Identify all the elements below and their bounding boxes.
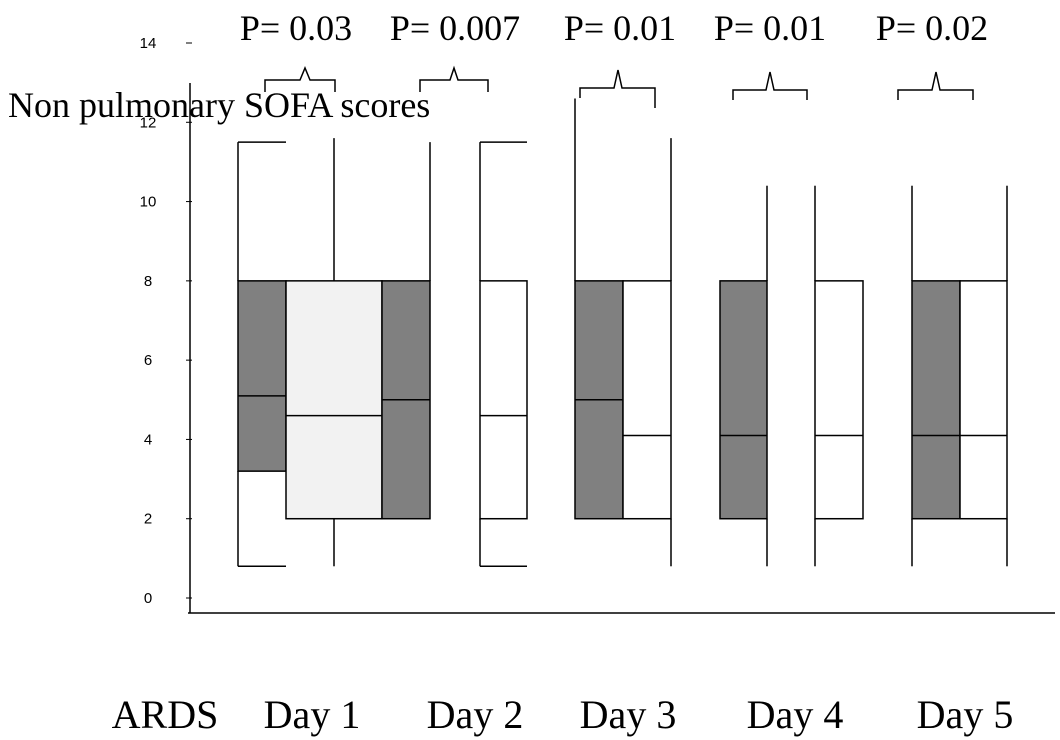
annotation: P= 0.01 xyxy=(564,8,676,48)
y-tick-label: 14 xyxy=(140,35,157,52)
chart-title: Non pulmonary SOFA scores xyxy=(8,85,430,125)
annotation: P= 0.02 xyxy=(876,8,988,48)
box xyxy=(622,280,672,520)
braces xyxy=(264,65,974,108)
y-tick-label: 2 xyxy=(144,511,152,528)
x-tick-label: ARDS xyxy=(112,692,219,737)
y-tick-label: 6 xyxy=(144,352,152,369)
x-tick-label: Day 1 xyxy=(264,692,361,737)
y-tick-label: 4 xyxy=(144,431,152,448)
x-tick-label: Day 3 xyxy=(580,692,677,737)
annotation: P= 0.007 xyxy=(390,8,520,48)
x-tick-label: Day 4 xyxy=(747,692,844,737)
annotation: P= 0.03 xyxy=(240,8,352,48)
x-tick-label: Day 5 xyxy=(917,692,1014,737)
box xyxy=(285,280,383,520)
box xyxy=(814,280,864,520)
box xyxy=(911,280,961,520)
x-tick-label: Day 2 xyxy=(427,692,524,737)
box xyxy=(959,280,1008,520)
y-tick-label: 8 xyxy=(144,273,152,290)
y-tick-label: 10 xyxy=(140,194,157,211)
box xyxy=(237,280,287,472)
box xyxy=(719,280,768,520)
y-tick-label: 0 xyxy=(144,590,152,607)
y-tick-label: 12 xyxy=(140,114,157,131)
box xyxy=(479,280,528,520)
annotation: P= 0.01 xyxy=(714,8,826,48)
